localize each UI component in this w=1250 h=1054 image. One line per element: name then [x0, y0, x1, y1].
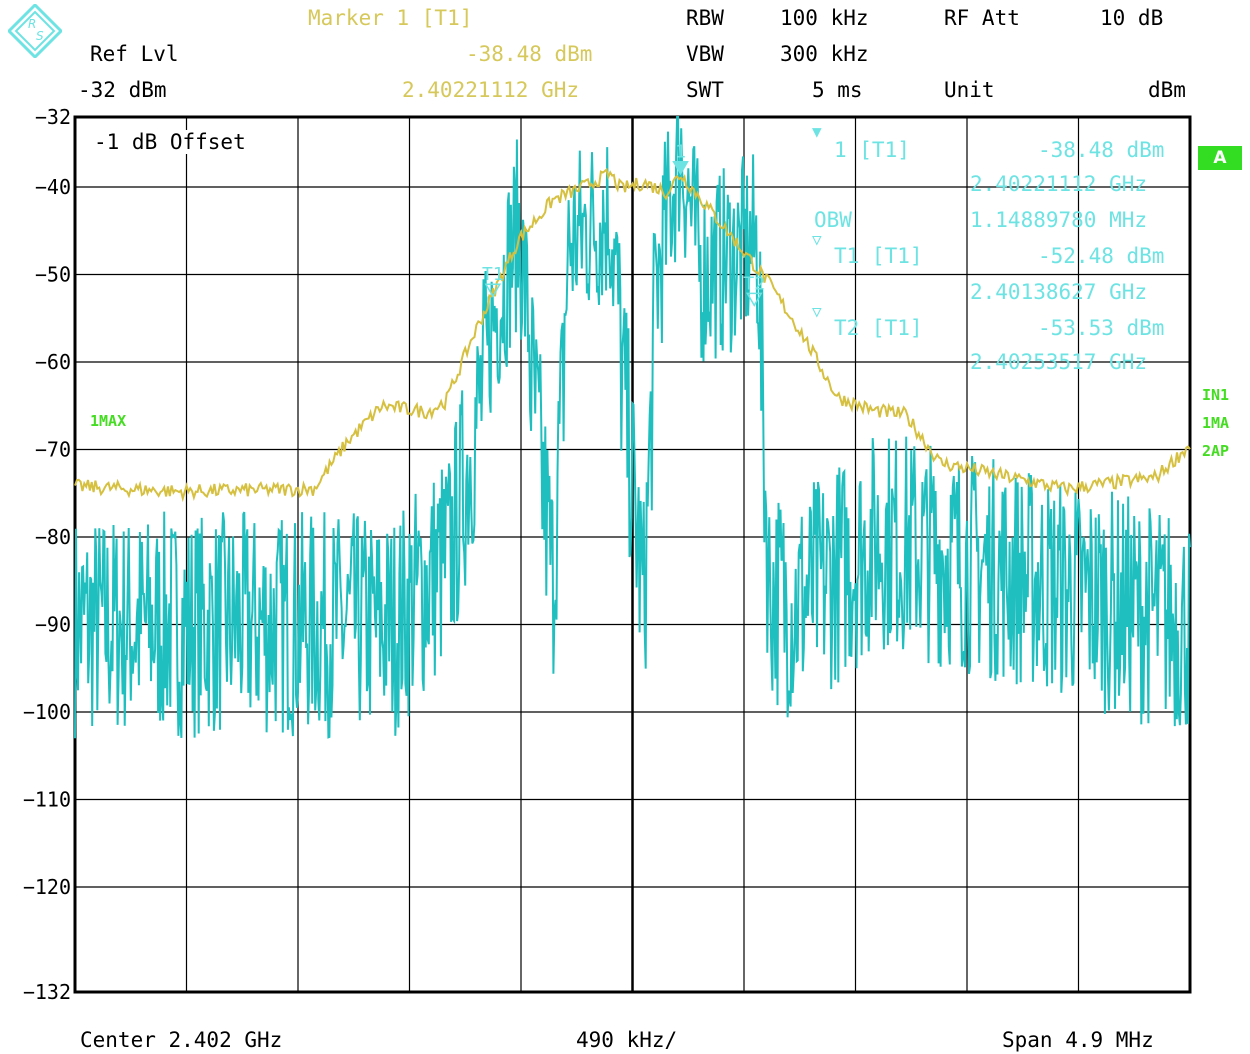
trace-max-hold: [74, 167, 1191, 503]
rbw-value: 100 kHz: [780, 6, 869, 30]
vbw-label: VBW: [686, 42, 724, 66]
y-tick-label: −120: [23, 875, 71, 899]
y-tick-label: −100: [23, 700, 71, 724]
rohde-schwarz-logo: R S: [8, 4, 62, 58]
plot-marker-t1: [484, 283, 502, 298]
y-tick-label: −50: [35, 263, 71, 287]
status-badge-a: A: [1198, 146, 1242, 170]
rbw-label: RBW: [686, 6, 724, 30]
obw-label: OBW: [814, 208, 852, 232]
marker-info-m1-label: 1 [T1]: [834, 138, 910, 162]
y-tick-label: −80: [35, 525, 71, 549]
marker-info-m1-freq: 2.40221112 GHz: [970, 172, 1148, 196]
span: Span 4.9 MHz: [1002, 1028, 1154, 1052]
y-tick-label: −132: [23, 980, 71, 1004]
marker-info-t2-level: -53.53 dBm: [1038, 316, 1165, 340]
y-tick-label: −60: [35, 350, 71, 374]
logo-r: R: [28, 17, 36, 31]
status-2ap: 2AP: [1202, 442, 1230, 460]
plot-marker-t2: [745, 292, 763, 307]
marker-t1-triangle-icon: ▽: [812, 230, 822, 249]
marker-1-triangle-icon: ▼: [812, 122, 822, 141]
y-tick-label: −40: [35, 175, 71, 199]
rf-att-label: RF Att: [944, 6, 1020, 30]
marker-info-t2-freq: 2.40253517 GHz: [970, 350, 1148, 374]
unit-label: Unit: [944, 78, 995, 102]
markers: 1 T1 T2: [482, 142, 765, 307]
swt-value: 5 ms: [812, 78, 863, 102]
marker-info-m1-level: -38.48 dBm: [1038, 138, 1165, 162]
vbw-value: 300 kHz: [780, 42, 869, 66]
traces: [74, 116, 1191, 739]
ref-level-label: Ref Lvl: [90, 42, 179, 66]
rf-att-value: 10 dB: [1100, 6, 1164, 30]
marker-level: -38.48 dBm: [466, 42, 593, 66]
center-frequency: Center 2.402 GHz: [80, 1028, 283, 1052]
marker-info-t1-freq: 2.40138627 GHz: [970, 280, 1148, 304]
trace-label-1max: 1MAX: [90, 412, 127, 430]
marker-info-t1-label: T1 [T1]: [834, 244, 923, 268]
marker-t2-triangle-icon: ▽: [812, 302, 822, 321]
y-tick-label: −70: [35, 438, 71, 462]
plot-marker-t1-label: T1: [482, 264, 504, 285]
plot-marker-t2-label: T2: [743, 273, 765, 294]
ref-level-value: -32 dBm: [78, 78, 167, 102]
y-tick-label: −32: [35, 105, 71, 129]
unit-value: dBm: [1148, 78, 1186, 102]
y-tick-labels: −32 −40 −50 −60 −70 −80 −90 −100 −110 −120 −132: [23, 105, 71, 1004]
marker-info-t1-level: -52.48 dBm: [1038, 244, 1165, 268]
marker-frequency: 2.40221112 GHz: [402, 78, 580, 102]
status-1ma: 1MA: [1202, 414, 1230, 432]
plot-marker-1-label: 1: [675, 142, 686, 163]
swt-label: SWT: [686, 78, 724, 102]
offset-label: -1 dB Offset: [94, 130, 246, 154]
y-tick-label: −90: [35, 613, 71, 637]
status-in1: IN1: [1202, 386, 1230, 404]
plot-marker-1: [672, 160, 689, 176]
marker-title: Marker 1 [T1]: [308, 6, 473, 30]
marker-info-t2-label: T2 [T1]: [834, 316, 923, 340]
logo-s: S: [36, 29, 44, 43]
division-width: 490 kHz/: [576, 1028, 678, 1052]
y-tick-label: −110: [23, 788, 71, 812]
obw-value: 1.14889780 MHz: [970, 208, 1148, 232]
trace-clear-write: [74, 116, 1191, 739]
